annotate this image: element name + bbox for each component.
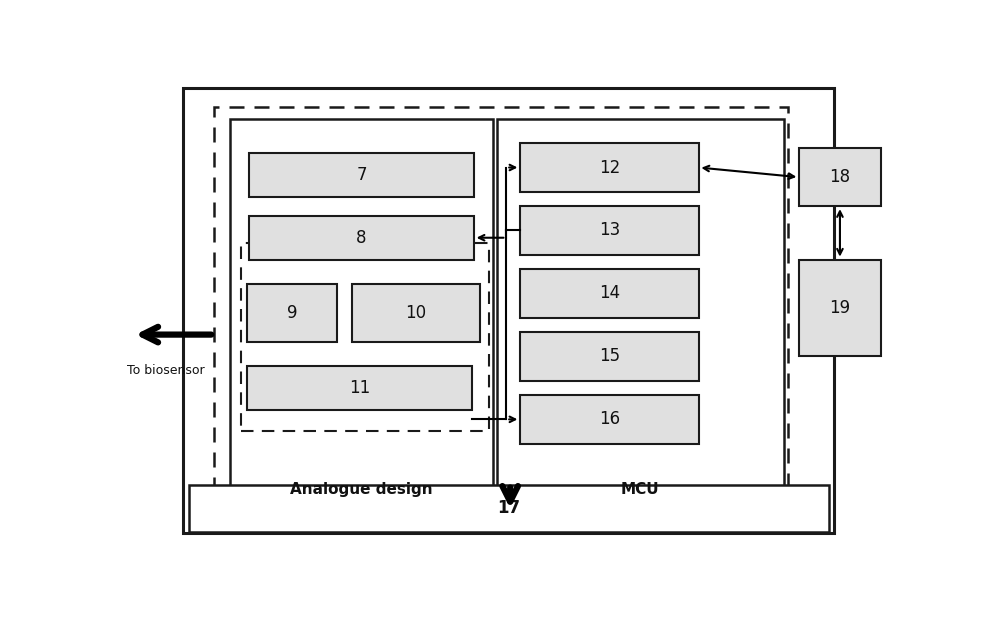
Bar — [214, 107, 788, 514]
Bar — [230, 119, 493, 504]
Text: 16: 16 — [599, 410, 620, 428]
Bar — [247, 284, 337, 342]
Bar — [183, 87, 834, 533]
Text: 10: 10 — [405, 304, 427, 322]
Bar — [520, 143, 698, 192]
Bar — [520, 269, 698, 318]
Text: Analogue design: Analogue design — [290, 482, 433, 497]
Bar — [497, 119, 784, 504]
Text: 13: 13 — [599, 221, 620, 240]
Text: 8: 8 — [356, 229, 367, 247]
Bar — [520, 332, 698, 381]
Text: To biosensor: To biosensor — [127, 364, 205, 377]
Bar — [520, 395, 698, 443]
Text: 7: 7 — [356, 166, 367, 184]
Text: 11: 11 — [349, 379, 370, 397]
Text: 15: 15 — [599, 347, 620, 365]
Text: 19: 19 — [829, 299, 850, 317]
Bar — [249, 216, 474, 260]
Text: MCU: MCU — [621, 482, 660, 497]
Text: 14: 14 — [599, 284, 620, 303]
Bar — [520, 206, 698, 255]
Text: 17: 17 — [497, 499, 520, 518]
Bar — [189, 485, 829, 532]
Bar — [352, 284, 480, 342]
Bar — [241, 243, 489, 431]
Bar — [799, 148, 881, 206]
Text: 18: 18 — [829, 168, 850, 186]
Bar — [249, 153, 474, 196]
Bar — [799, 260, 881, 357]
Text: 9: 9 — [287, 304, 297, 322]
Bar — [247, 366, 472, 409]
Text: 12: 12 — [599, 159, 620, 177]
